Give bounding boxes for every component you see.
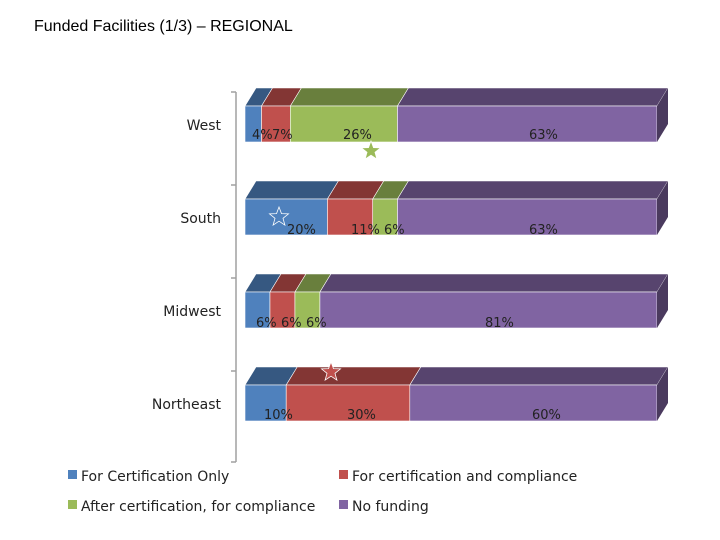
bar-segment xyxy=(244,273,282,329)
legend-item: After certification, for compliance xyxy=(68,499,315,515)
bar-segment xyxy=(244,366,298,422)
bar-segment-front xyxy=(372,198,398,236)
bar-segment-front xyxy=(327,198,374,236)
bar-segment xyxy=(319,273,669,329)
data-label: 6% xyxy=(384,223,405,238)
star-marker xyxy=(268,205,290,227)
legend-swatch xyxy=(339,500,348,509)
chart-title: Funded Facilities (1/3) – REGIONAL xyxy=(34,18,293,35)
data-label: 6% xyxy=(256,316,277,331)
bar-segment xyxy=(326,180,385,236)
data-label: 11% xyxy=(351,223,380,238)
data-label: 4% xyxy=(252,128,273,143)
bar-segment-side xyxy=(657,274,668,328)
legend-swatch xyxy=(68,500,77,509)
bar-segment-front xyxy=(409,384,658,422)
bar-segment xyxy=(269,273,307,329)
bar-segment-front xyxy=(244,384,287,422)
bar-segment-front xyxy=(397,105,658,143)
legend-label: No funding xyxy=(352,499,429,515)
bar-segment xyxy=(289,87,409,143)
bar-segment xyxy=(409,366,669,422)
data-label: 10% xyxy=(264,408,293,423)
legend-item: For certification and compliance xyxy=(339,469,577,485)
bar-segment-side xyxy=(657,367,668,421)
bar-segment-front xyxy=(261,105,291,143)
data-label: 81% xyxy=(485,316,514,331)
bar-segment-side xyxy=(657,88,668,142)
star-marker xyxy=(360,139,382,161)
category-label: West xyxy=(187,118,222,134)
data-label: 63% xyxy=(529,223,558,238)
data-label: 60% xyxy=(532,408,561,423)
bar-segment xyxy=(294,273,332,329)
legend-layer: For Certification Only For certification … xyxy=(68,469,577,515)
bar-segment-top xyxy=(285,366,422,386)
bar-segment xyxy=(285,366,422,422)
bar-segment-top xyxy=(396,180,669,200)
bar-segment-front xyxy=(244,291,271,329)
legend-label: After certification, for compliance xyxy=(81,499,315,515)
data-label: 30% xyxy=(347,408,376,423)
bar-segment-front xyxy=(319,291,658,329)
bar-segment xyxy=(244,180,339,236)
bar-segment xyxy=(396,180,669,236)
legend-swatch xyxy=(339,470,348,479)
bar-segment xyxy=(260,87,302,143)
bar-segment-front xyxy=(290,105,398,143)
bar-segment-top xyxy=(409,366,669,386)
data-label: 26% xyxy=(343,128,372,143)
bar-segment-front xyxy=(294,291,321,329)
bar-segment xyxy=(244,87,274,143)
legend-item: No funding xyxy=(339,499,429,515)
data-label: 7% xyxy=(272,128,293,143)
data-label: 6% xyxy=(306,316,327,331)
legend-label: For certification and compliance xyxy=(352,469,577,485)
category-label: Midwest xyxy=(163,304,221,320)
bar-segment-front xyxy=(244,198,328,236)
data-label: 6% xyxy=(281,316,302,331)
bar-segment-top xyxy=(319,273,669,293)
data-label: 63% xyxy=(529,128,558,143)
labels-layer: West South Midwest Northeast 4% 7% 26% 63% 20% 11… xyxy=(152,118,561,423)
star-marker xyxy=(320,360,342,382)
axis-layer xyxy=(231,91,237,463)
bar-segment xyxy=(372,180,409,236)
bar-segment-front xyxy=(269,291,296,329)
category-label: Northeast xyxy=(152,397,222,413)
bars-layer xyxy=(244,87,669,422)
bar-segment xyxy=(396,87,669,143)
bar-segment-front xyxy=(397,198,658,236)
legend-item: For Certification Only xyxy=(68,469,229,485)
bar-segment-top xyxy=(244,180,339,200)
legend-label: For Certification Only xyxy=(81,469,229,485)
bar-segment-front xyxy=(285,384,411,422)
data-label: 20% xyxy=(287,223,316,238)
bar-segment-side xyxy=(657,181,668,235)
bar-segment-top xyxy=(289,87,409,107)
legend-swatch xyxy=(68,470,77,479)
category-label: South xyxy=(180,211,221,227)
bar-segment-top xyxy=(396,87,669,107)
